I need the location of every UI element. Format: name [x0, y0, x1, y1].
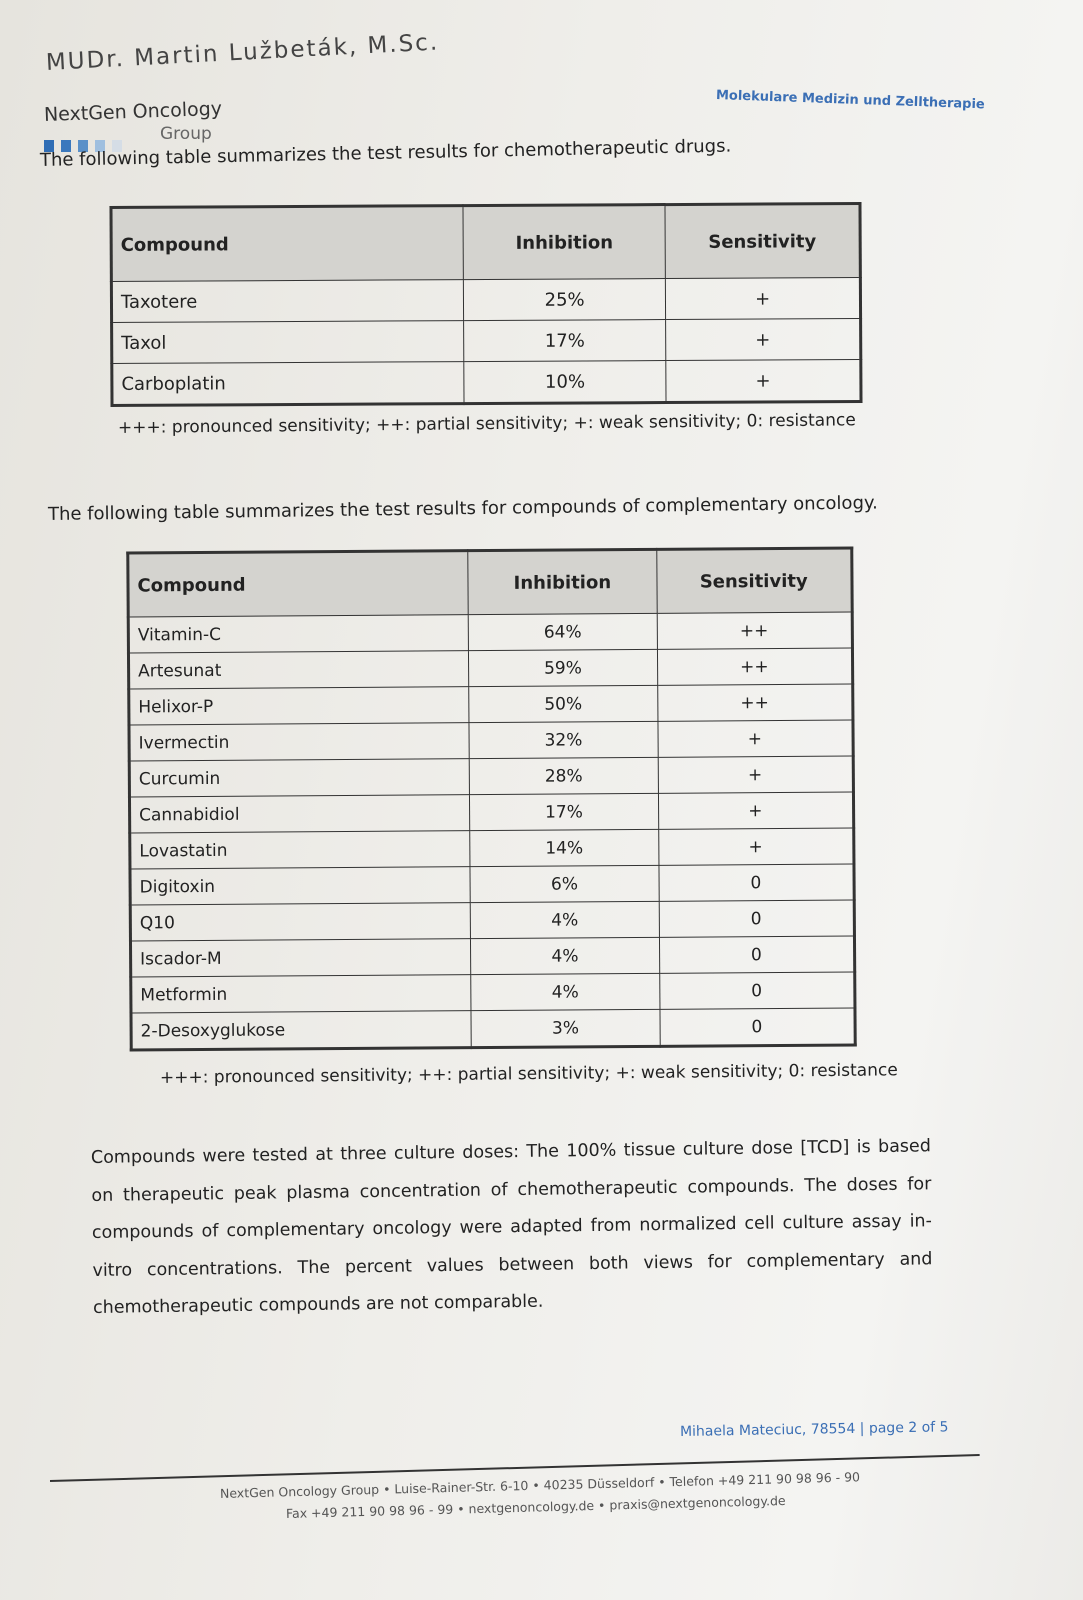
sensitivity-cell: +: [657, 755, 854, 794]
compound-cell: Artesunat: [128, 650, 469, 690]
table-row: Vitamin-C 64% ++: [128, 611, 853, 654]
table-row: Metformin 4% 0: [130, 971, 855, 1014]
table-row: Digitoxin 6% 0: [129, 863, 855, 906]
sensitivity-cell: 0: [658, 899, 855, 938]
inhibition-cell: 17%: [463, 319, 667, 362]
table-row: Cannabidiol 17% +: [129, 791, 854, 834]
compound-cell: Taxol: [111, 320, 464, 364]
chemo-legend: +++: pronounced sensitivity; ++: partial…: [117, 410, 856, 438]
table-row: Lovastatin 14% +: [129, 827, 854, 870]
brand-logo-name: NextGen Oncology: [43, 97, 223, 126]
inhibition-cell: 64%: [468, 613, 657, 651]
compound-cell: Cannabidiol: [129, 794, 470, 834]
compound-cell: Lovastatin: [129, 830, 471, 870]
compound-cell: Ivermectin: [128, 722, 470, 762]
tagline: Molekulare Medizin und Zelltherapie: [715, 88, 985, 113]
inhibition-cell: 14%: [469, 829, 659, 867]
inhibition-cell: 4%: [470, 937, 660, 975]
inhibition-cell: 17%: [469, 793, 659, 831]
compound-cell: Vitamin-C: [128, 614, 469, 654]
sensitivity-cell: +: [657, 791, 854, 830]
table-row: Q10 4% 0: [130, 899, 855, 942]
page-info: Mihaela Mateciuc, 78554 | page 2 of 5: [679, 1419, 949, 1440]
inhibition-cell: 25%: [463, 278, 666, 321]
table-row: Taxotere 25% +: [111, 277, 861, 323]
complementary-legend: +++: pronounced sensitivity; ++: partial…: [159, 1060, 898, 1088]
sensitivity-cell: 0: [659, 1007, 856, 1047]
chemo-table: Compound Inhibition Sensitivity Taxotere…: [109, 202, 863, 407]
table-row: Curcumin 28% +: [129, 755, 854, 798]
compound-cell: Curcumin: [129, 758, 470, 798]
column-header: Compound: [110, 205, 464, 282]
table-row: Ivermectin 32% +: [128, 719, 854, 762]
chemo-intro: The following table summarizes the test …: [39, 135, 732, 171]
compound-cell: Carboplatin: [111, 361, 465, 406]
inhibition-cell: 4%: [470, 973, 660, 1011]
compound-cell: Metformin: [130, 974, 472, 1014]
sensitivity-cell: +: [658, 827, 854, 866]
sensitivity-cell: 0: [658, 863, 855, 902]
column-header: Compound: [127, 550, 469, 618]
inhibition-cell: 4%: [470, 901, 659, 939]
column-header: Inhibition: [468, 549, 657, 615]
inhibition-cell: 50%: [468, 685, 658, 723]
table-row: Iscador-M 4% 0: [130, 935, 855, 978]
inhibition-cell: 10%: [463, 360, 667, 404]
complementary-table: Compound Inhibition Sensitivity Vitamin-…: [126, 546, 857, 1052]
inhibition-cell: 32%: [469, 721, 658, 759]
complementary-intro: The following table summarizes the test …: [47, 492, 878, 525]
table-header-row: Compound Inhibition Sensitivity: [110, 203, 861, 282]
compound-cell: Taxotere: [111, 279, 464, 323]
column-header: Inhibition: [462, 204, 666, 280]
brand-logo-squares: [44, 140, 122, 152]
inhibition-cell: 28%: [469, 757, 658, 795]
inhibition-cell: 59%: [468, 649, 658, 687]
table-row: Helixor-P 50% ++: [128, 683, 853, 726]
inhibition-cell: 3%: [471, 1009, 660, 1048]
method-note: Compounds were tested at three culture d…: [90, 1136, 933, 1318]
sensitivity-cell: +: [665, 318, 861, 361]
sensitivity-cell: +: [666, 359, 862, 403]
sensitivity-cell: +: [657, 719, 854, 758]
sensitivity-cell: ++: [656, 611, 853, 650]
sensitivity-cell: ++: [656, 647, 853, 686]
compound-cell: Digitoxin: [129, 866, 471, 906]
table-row: Artesunat 59% ++: [128, 647, 853, 690]
author-name: MUDr. Martin Lužbeták, M.Sc.: [45, 29, 440, 76]
table-row: Taxol 17% +: [111, 318, 861, 364]
compound-cell: Iscador-M: [130, 938, 471, 978]
table-row: Carboplatin 10% +: [111, 359, 862, 406]
sensitivity-cell: +: [665, 277, 861, 320]
sensitivity-cell: 0: [658, 935, 855, 974]
column-header: Sensitivity: [665, 203, 861, 279]
table-row: 2-Desoxyglukose 3% 0: [130, 1007, 856, 1051]
inhibition-cell: 6%: [470, 865, 659, 903]
compound-cell: 2-Desoxyglukose: [130, 1010, 472, 1051]
sensitivity-cell: 0: [659, 971, 855, 1010]
compound-cell: Q10: [130, 902, 471, 942]
column-header: Sensitivity: [656, 547, 853, 614]
brand-logo-sub: Group: [160, 124, 212, 144]
sensitivity-cell: ++: [657, 683, 853, 722]
compound-cell: Helixor-P: [128, 686, 470, 726]
table-header-row: Compound Inhibition Sensitivity: [127, 547, 853, 618]
